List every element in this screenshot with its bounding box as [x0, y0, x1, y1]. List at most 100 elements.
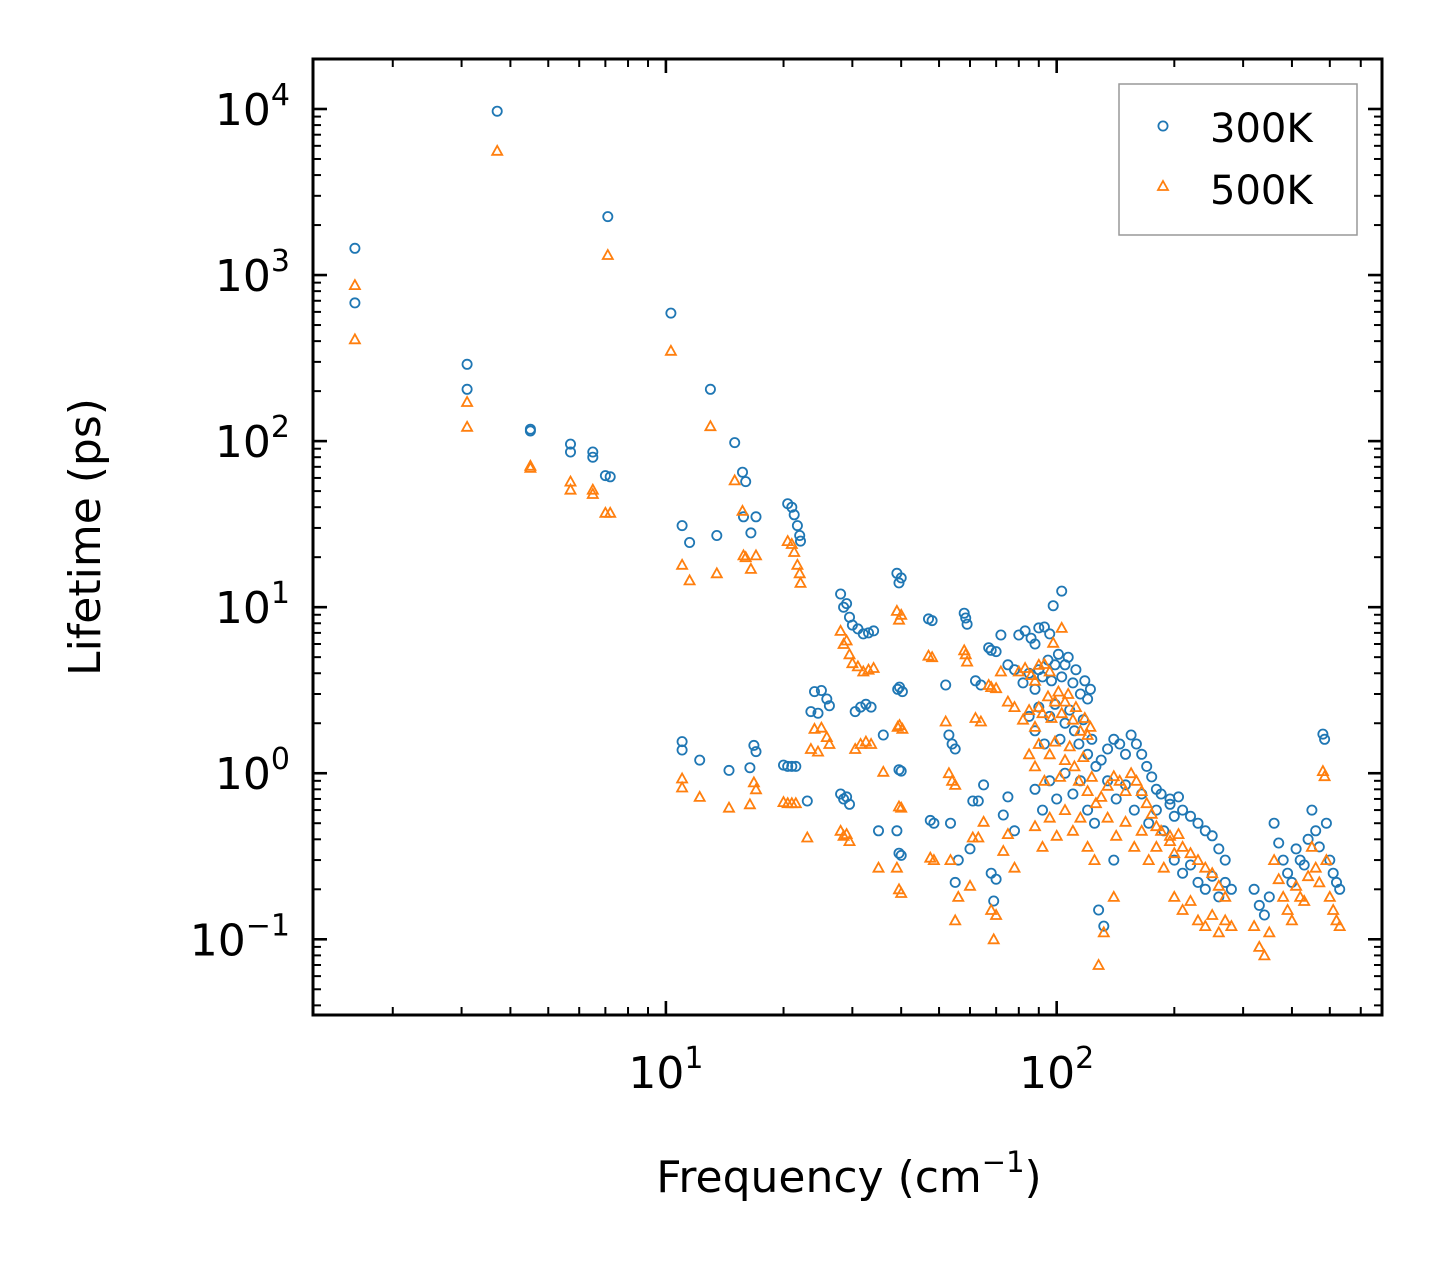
point-300k-39: [782, 760, 794, 772]
point-300k-206: [1253, 899, 1265, 911]
point-300k-114: [1029, 638, 1041, 650]
point-500k-45: [811, 744, 825, 757]
point-300k-197: [1177, 867, 1189, 879]
point-500k-29: [793, 566, 807, 579]
point-500k-110: [1007, 860, 1022, 873]
point-300k-225: [1327, 867, 1339, 879]
point-300k-227: [1334, 883, 1346, 895]
point-300k-173: [1141, 760, 1153, 772]
point-300k-63: [855, 701, 867, 713]
tick-labels: 101 102 10−1 100 101 102 103 104: [190, 78, 1094, 1099]
point-500k-37: [749, 782, 763, 795]
point-500k-1: [348, 332, 362, 345]
point-500k-138: [1022, 747, 1036, 760]
point-500k-182: [1149, 840, 1163, 852]
point-300k-214: [1290, 843, 1302, 855]
point-300k-46: [815, 685, 827, 697]
point-500k-28: [790, 557, 804, 570]
point-300k-136: [1082, 693, 1094, 705]
point-300k-17: [704, 383, 716, 395]
legend-frame: [1118, 83, 1358, 236]
point-300k-207: [1258, 909, 1270, 921]
point-300k-95: [972, 795, 984, 807]
point-500k-16: [683, 573, 697, 586]
point-500k-20: [735, 504, 750, 516]
point-500k-52: [842, 647, 857, 660]
point-500k-135: [1078, 711, 1092, 723]
point-300k-6: [524, 425, 536, 437]
point-500k-128: [1051, 684, 1065, 697]
point-500k-177: [1109, 828, 1123, 841]
point-500k-73: [895, 722, 909, 734]
point-500k-169: [1118, 784, 1133, 796]
point-500k-2: [460, 395, 474, 407]
point-500k-46: [814, 720, 828, 733]
point-500k-18: [710, 566, 724, 579]
point-500k-181: [1142, 853, 1156, 865]
point-300k-51: [841, 598, 853, 610]
point-300k-44: [809, 686, 821, 698]
point-500k-17: [703, 419, 717, 432]
point-500k-24: [749, 548, 763, 561]
point-300k-43: [805, 706, 817, 718]
point-300k-45: [812, 707, 824, 719]
point-500k-34: [722, 800, 736, 813]
point-300k-212: [1282, 867, 1294, 879]
point-300k-148: [1073, 738, 1085, 750]
point-300k-156: [1051, 793, 1063, 805]
point-500k-76: [890, 860, 904, 873]
point-300k-110: [1009, 825, 1021, 837]
point-500k-172: [1135, 784, 1149, 796]
point-300k-100: [985, 644, 997, 656]
point-300k-132: [1067, 677, 1079, 689]
point-500k-59: [837, 828, 851, 841]
point-500k-118: [1046, 635, 1060, 648]
point-300k-124: [1037, 671, 1049, 683]
point-300k-192: [1199, 825, 1211, 837]
point-500k-106: [987, 932, 1001, 945]
point-500k-207: [1257, 948, 1271, 961]
point-300k-69: [893, 577, 905, 589]
point-500k-164: [1107, 890, 1121, 902]
point-300k-92: [961, 618, 973, 630]
point-300k-96: [978, 779, 990, 791]
point-500k-190: [1183, 846, 1198, 859]
point-500k-126: [1044, 711, 1059, 723]
point-500k-103: [1001, 694, 1015, 707]
point-500k-109: [1001, 827, 1015, 839]
point-500k-121: [1022, 703, 1036, 715]
point-500k-154: [1035, 840, 1050, 852]
point-500k-116: [1037, 657, 1051, 669]
point-300k-74: [893, 764, 905, 776]
point-300k-32: [676, 744, 688, 756]
point-500k-171: [1129, 773, 1143, 786]
point-300k-185: [1168, 810, 1180, 822]
point-500k-21: [739, 550, 753, 563]
point-500k-225: [1326, 903, 1340, 915]
point-300k-118: [1047, 600, 1059, 612]
point-300k-33: [694, 754, 706, 766]
point-300k-171: [1130, 738, 1142, 750]
point-500k-205: [1247, 919, 1261, 931]
point-500k-226: [1329, 913, 1344, 926]
point-500k-13: [601, 248, 615, 260]
point-500k-163: [1097, 925, 1111, 938]
point-500k-144: [1053, 770, 1067, 782]
point-500k-98: [974, 714, 988, 727]
x-axis-label: Frequency (cm−1): [656, 1145, 1041, 1203]
point-500k-174: [1145, 806, 1159, 819]
point-500k-92: [960, 654, 974, 667]
point-300k-223: [1320, 817, 1332, 829]
point-300k-57: [868, 625, 880, 637]
point-500k-120: [1016, 712, 1030, 725]
point-300k-42: [801, 795, 813, 807]
point-300k-221: [1317, 728, 1329, 740]
point-500k-86: [948, 778, 962, 790]
point-300k-22: [738, 511, 750, 523]
point-500k-125: [1041, 689, 1055, 702]
point-300k-195: [1219, 854, 1231, 866]
point-500k-217: [1301, 869, 1315, 882]
point-500k-160: [1081, 840, 1095, 852]
point-300k-102: [995, 629, 1007, 641]
